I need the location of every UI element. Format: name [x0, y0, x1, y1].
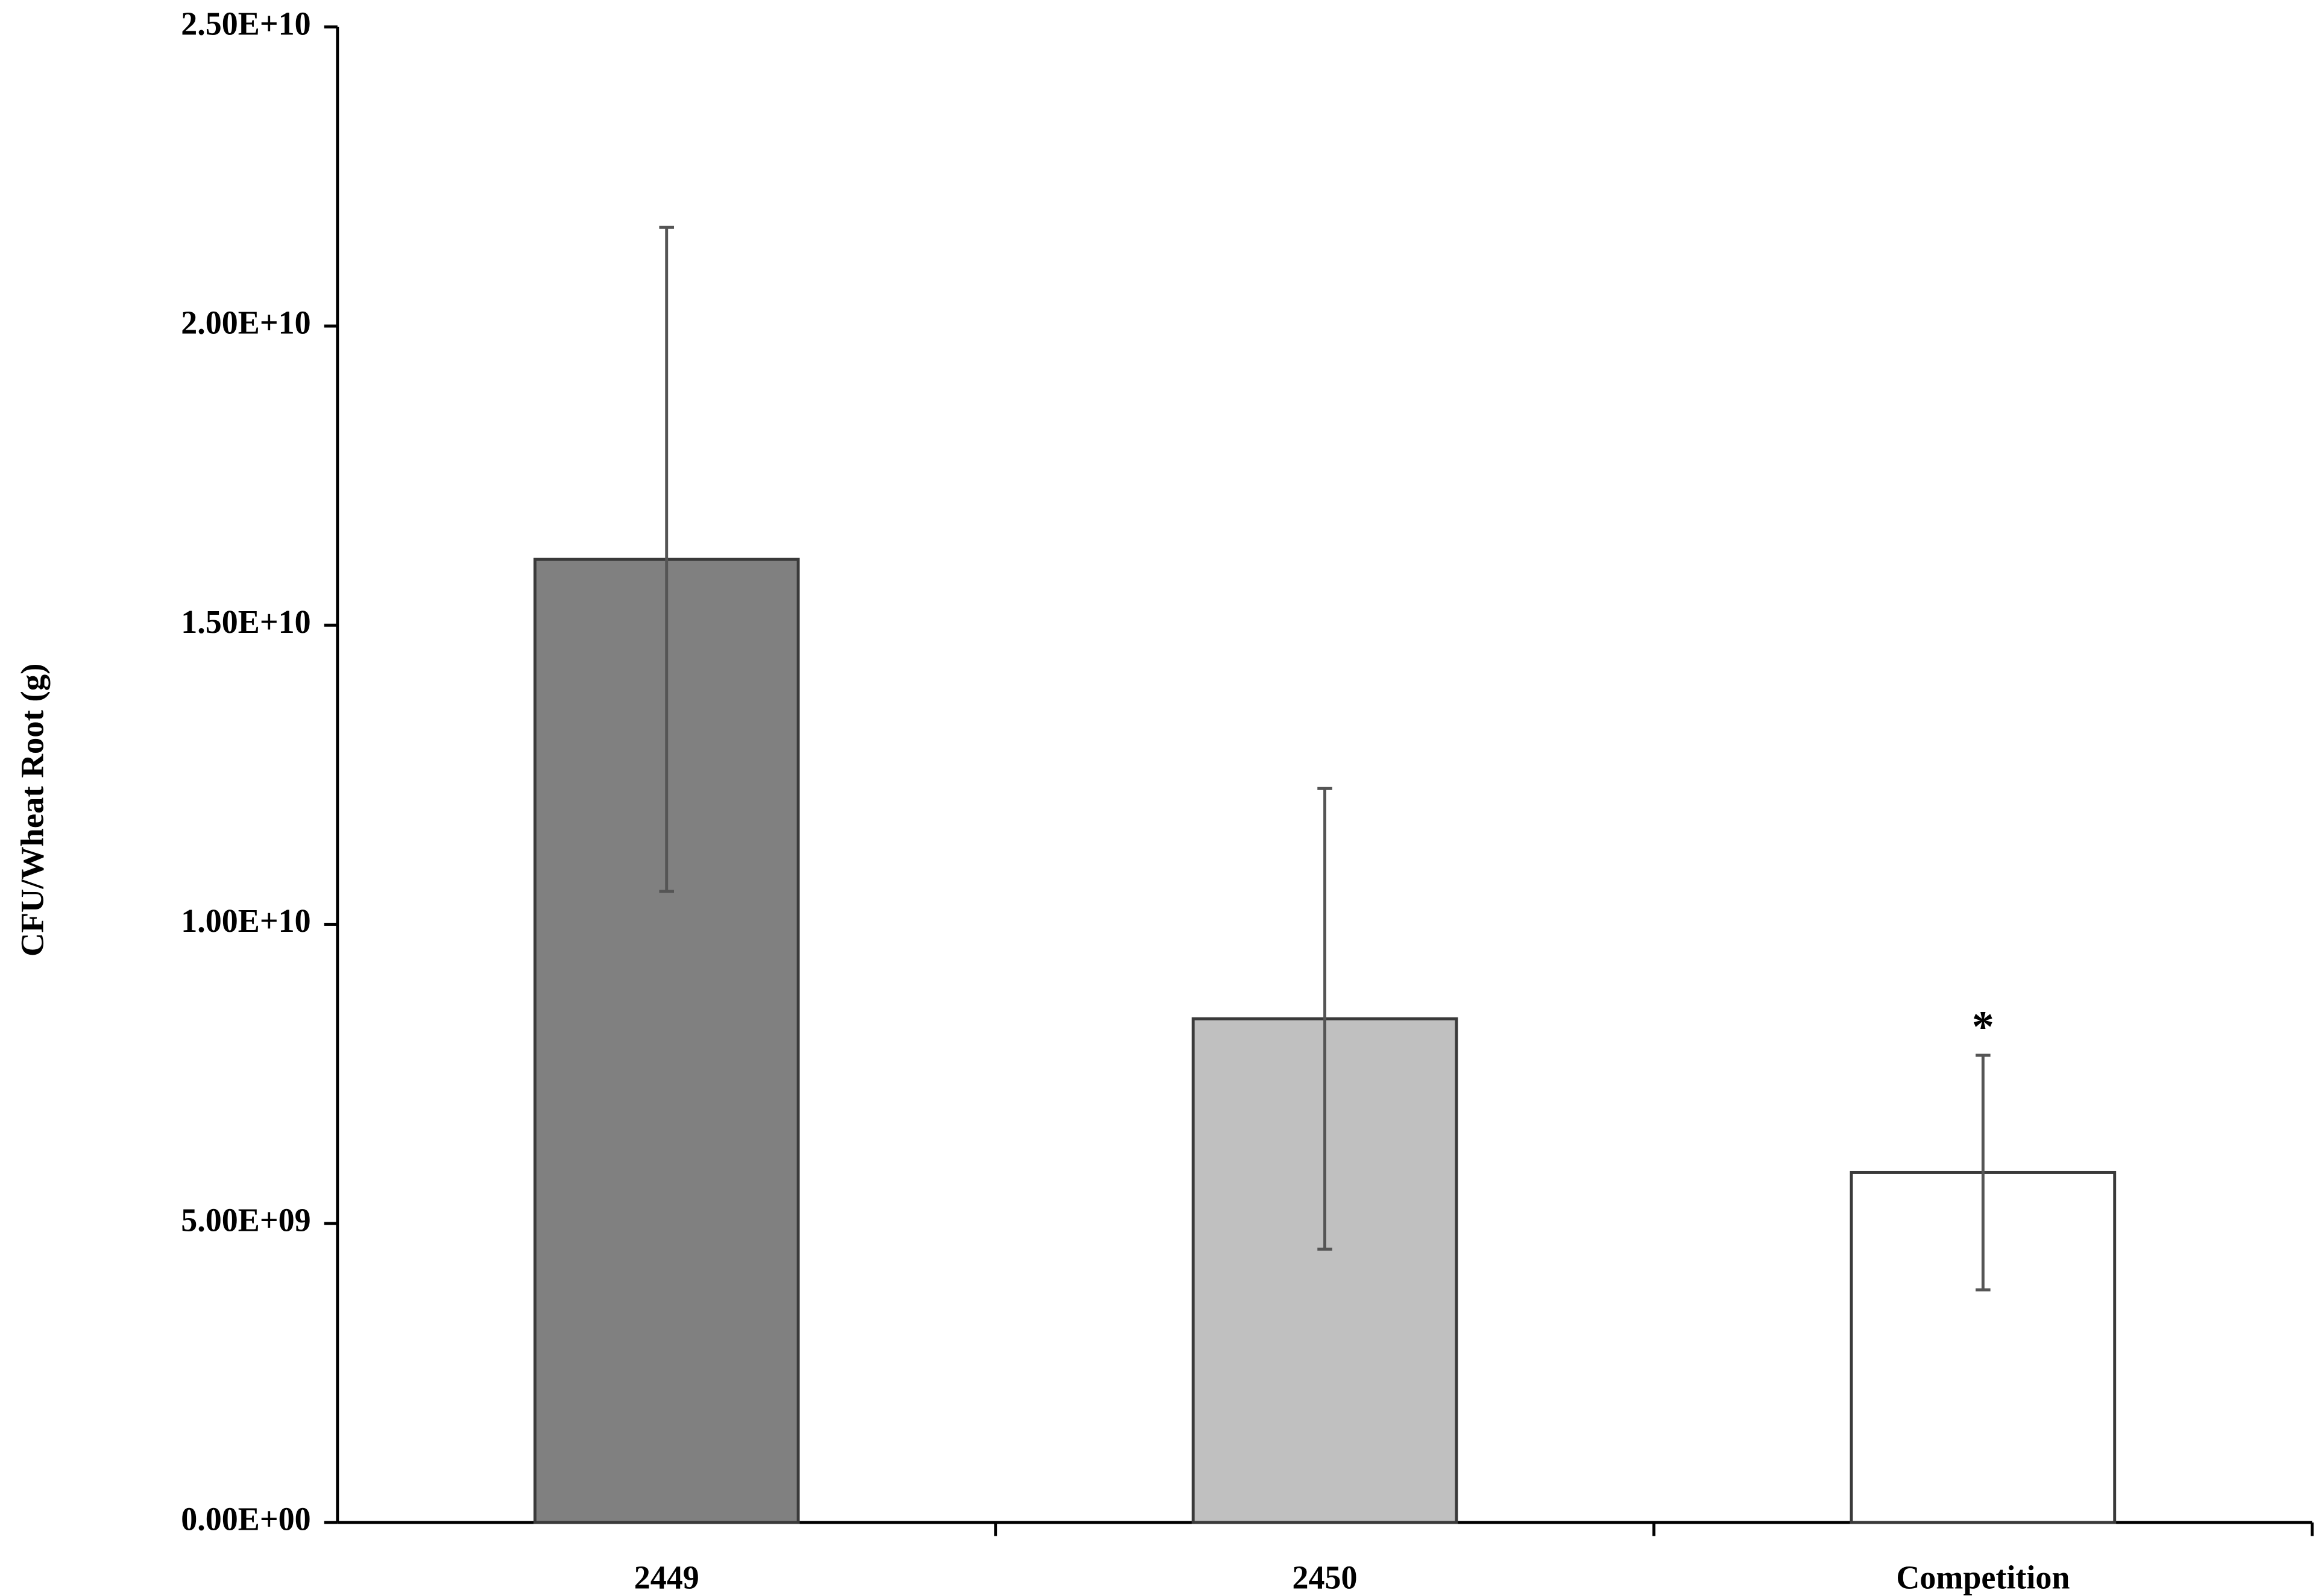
y-tick-label: 1.00E+10 [181, 903, 310, 939]
x-tick-label: 2449 [634, 1559, 699, 1595]
y-tick-label: 1.50E+10 [181, 604, 310, 640]
y-tick-label: 2.00E+10 [181, 304, 310, 341]
annotation: * [1972, 1002, 1994, 1052]
y-tick-label: 2.50E+10 [181, 5, 310, 42]
x-tick-label: 2450 [1293, 1559, 1358, 1595]
y-tick-label: 5.00E+09 [181, 1202, 310, 1238]
y-axis-label: CFU/Wheat Root (g) [14, 664, 51, 957]
y-tick-label: 0.00E+00 [181, 1501, 310, 1537]
x-tick-label: Competition [1896, 1559, 2070, 1595]
